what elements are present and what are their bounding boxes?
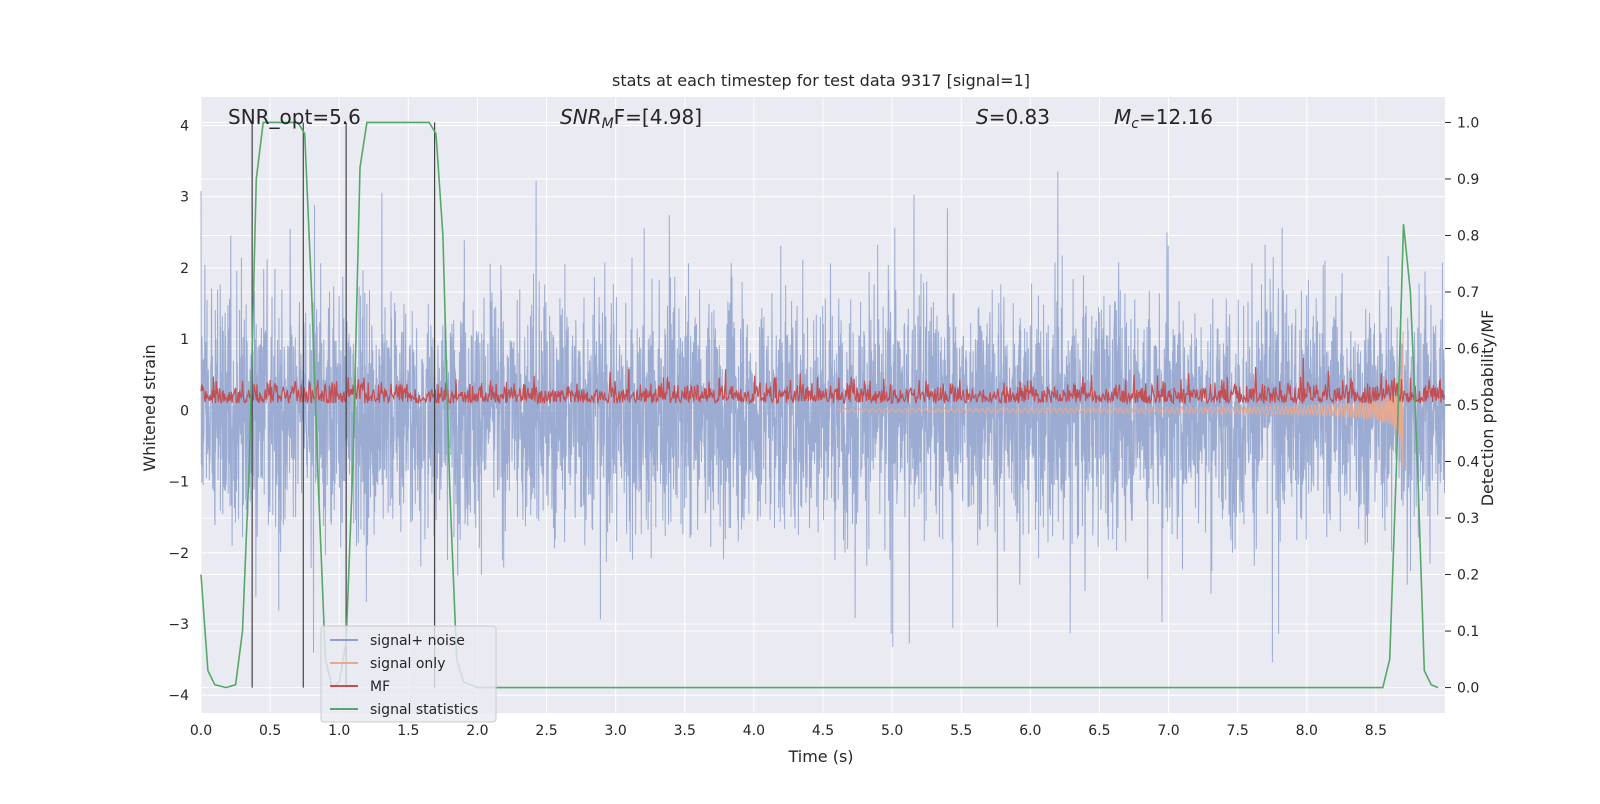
y-right-tick-label: 0.4 <box>1457 455 1479 471</box>
annotation-s-value: =0.83 <box>989 105 1050 129</box>
x-tick-label: 6.5 <box>1088 723 1110 739</box>
legend: signal+ noise signal only MF signal stat… <box>320 625 497 723</box>
legend-label-signal-noise: signal+ noise <box>370 633 465 649</box>
annotation-mc-value: =12.16 <box>1139 105 1213 129</box>
annotation-snr-mf: SNRMF=[4.98] <box>560 105 702 132</box>
x-tick-label: 5.0 <box>881 723 903 739</box>
annotation-snr-mf-rest: F=[4.98] <box>614 105 702 129</box>
annotation-snr-mf-sub: M <box>602 116 614 132</box>
y-axis-label-left: Whitened strain <box>140 344 159 471</box>
y-right-tick-label: 0.1 <box>1457 624 1479 640</box>
x-tick-label: 0.5 <box>259 723 281 739</box>
x-tick-label: 2.0 <box>466 723 488 739</box>
y-right-tick-label: 0.7 <box>1457 285 1479 301</box>
x-tick-label: 6.0 <box>1019 723 1041 739</box>
y-right-tick-label: 0.9 <box>1457 172 1479 188</box>
y-left-tick-label: 4 <box>180 118 189 134</box>
series-mf <box>200 357 1445 406</box>
series-signal-statistics <box>200 121 1439 690</box>
y-left-tick-label: 1 <box>180 332 189 348</box>
legend-label-signal-statistics: signal statistics <box>370 702 478 718</box>
x-tick-label: 8.0 <box>1296 723 1318 739</box>
chart-title: stats at each timestep for test data 931… <box>612 71 1030 90</box>
line-mf <box>200 357 1445 406</box>
x-tick-label: 3.0 <box>605 723 627 739</box>
legend-label-signal-only: signal only <box>370 656 445 672</box>
legend-label-mf: MF <box>370 679 390 695</box>
x-tick-label: 7.5 <box>1227 723 1249 739</box>
x-tick-label: 2.5 <box>535 723 557 739</box>
y-right-tick-label: 1.0 <box>1457 115 1479 131</box>
y-right-tick-label: 0.0 <box>1457 681 1479 697</box>
annotation-mc-sub: c <box>1131 116 1139 132</box>
tick-labels: 0.0 0.5 1.0 1.5 2.0 2.5 3.0 3.5 4.0 4.5 5.0 5.5 6.0 6… <box>168 115 1479 739</box>
y-left-tick-label: 2 <box>180 261 189 277</box>
x-tick-label: 4.5 <box>812 723 834 739</box>
x-tick-label: 8.5 <box>1365 723 1387 739</box>
x-axis-label: Time (s) <box>787 747 853 766</box>
vertical-markers <box>251 122 436 688</box>
annotation-mc: Mc=12.16 <box>1114 105 1213 132</box>
y-axis-label-right: Detection probability/MF <box>1478 310 1497 507</box>
annotation-mc-base: M <box>1114 105 1131 129</box>
annotation-s-base: S <box>976 105 989 129</box>
x-tick-label: 1.0 <box>328 723 350 739</box>
line-signal-only <box>836 331 1404 468</box>
annotation-snr-mf-base: SNR <box>560 105 602 129</box>
y-right-tick-label: 0.6 <box>1457 341 1479 357</box>
x-tick-label: 1.5 <box>397 723 419 739</box>
y-left-tick-label: −1 <box>168 475 189 491</box>
x-tick-label: 5.5 <box>950 723 972 739</box>
y-right-tick-label: 0.2 <box>1457 568 1479 584</box>
series-signal-only <box>836 331 1404 468</box>
y-left-tick-label: 3 <box>180 190 189 206</box>
y-left-tick-label: −2 <box>168 546 189 562</box>
y-right-tick-label: 0.5 <box>1457 398 1479 414</box>
x-tick-label: 7.0 <box>1157 723 1179 739</box>
y-right-tick-label: 0.3 <box>1457 511 1479 527</box>
x-tick-label: 4.0 <box>743 723 765 739</box>
x-tick-label: 0.0 <box>190 723 212 739</box>
y-left-tick-label: −3 <box>168 617 189 633</box>
x-tick-label: 3.5 <box>674 723 696 739</box>
line-signal-statistics <box>200 121 1439 690</box>
y-right-tick-label: 0.8 <box>1457 228 1479 244</box>
y-left-tick-label: −4 <box>168 688 189 704</box>
y-left-tick-label: 0 <box>180 403 189 419</box>
annotation-snr-opt: SNR_opt=5.6 <box>228 105 361 129</box>
annotation-s: S=0.83 <box>976 105 1050 129</box>
legend-frame <box>320 625 497 723</box>
